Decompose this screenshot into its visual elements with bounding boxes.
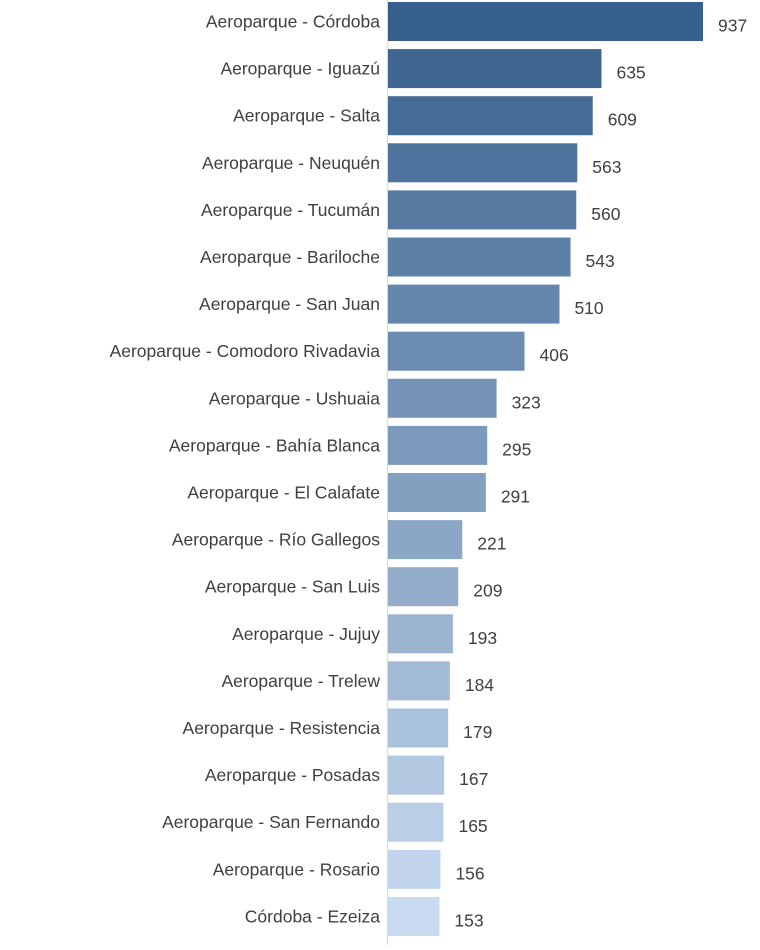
value-label: 543 — [586, 251, 615, 271]
category-label: Aeroparque - San Juan — [199, 294, 380, 314]
category-label: Aeroparque - Córdoba — [206, 12, 380, 32]
bar — [388, 331, 525, 371]
bar — [388, 849, 441, 889]
value-label: 221 — [477, 534, 506, 554]
value-label: 193 — [468, 628, 497, 648]
value-label: 937 — [718, 16, 747, 36]
value-label: 560 — [591, 204, 620, 224]
bar — [388, 661, 450, 701]
bar — [388, 2, 703, 41]
category-label: Aeroparque - Salta — [233, 106, 380, 126]
value-label: 179 — [463, 722, 492, 742]
bar — [388, 425, 488, 465]
value-label: 323 — [512, 392, 541, 412]
bar — [388, 190, 577, 230]
value-label: 153 — [454, 910, 483, 930]
bar — [388, 237, 571, 277]
category-label: Aeroparque - Neuquén — [202, 153, 380, 173]
value-label: 295 — [502, 439, 531, 459]
category-label: Aeroparque - Rosario — [213, 859, 380, 879]
value-label: 510 — [574, 298, 603, 318]
category-label: Aeroparque - Bahía Blanca — [169, 435, 380, 455]
bar — [388, 284, 560, 324]
bars — [388, 2, 703, 936]
value-label: 291 — [501, 487, 530, 507]
value-label: 184 — [465, 675, 494, 695]
bar — [388, 708, 449, 748]
value-label: 167 — [459, 769, 488, 789]
value-label: 609 — [608, 110, 637, 130]
bar — [388, 96, 593, 136]
category-labels: Aeroparque - Córdoba Aeroparque - Iguazú A… — [110, 12, 381, 927]
bar — [388, 755, 445, 795]
category-label: Aeroparque - Comodoro Rivadavia — [110, 341, 381, 361]
category-label: Aeroparque - Ushuaia — [209, 388, 380, 408]
category-label: Aeroparque - Bariloche — [200, 247, 380, 267]
category-label: Aeroparque - San Fernando — [162, 812, 380, 832]
bar — [388, 567, 459, 607]
value-label: 635 — [616, 63, 645, 83]
bar — [388, 143, 578, 183]
category-label: Aeroparque - Trelew — [221, 671, 380, 691]
category-label: Aeroparque - San Luis — [205, 577, 380, 597]
bar — [388, 49, 602, 89]
category-label: Córdoba - Ezeiza — [245, 906, 380, 926]
category-label: Aeroparque - Posadas — [205, 765, 380, 785]
category-label: Aeroparque - Jujuy — [232, 624, 380, 644]
category-label: Aeroparque - Tucumán — [201, 200, 380, 220]
value-label: 406 — [539, 345, 568, 365]
value-labels: 937 635 609 563 560 543 510 406 323 295 291 221 209 1… — [454, 16, 747, 931]
bar — [388, 802, 444, 842]
bar — [388, 520, 463, 560]
category-label: Aeroparque - Resistencia — [183, 718, 381, 738]
bar — [388, 614, 453, 654]
category-label: Aeroparque - Río Gallegos — [172, 530, 380, 550]
bar — [388, 378, 497, 418]
value-label: 209 — [473, 581, 502, 601]
bar — [388, 473, 486, 512]
category-label: Aeroparque - Iguazú — [220, 59, 380, 79]
value-label: 563 — [592, 157, 621, 177]
category-label: Aeroparque - El Calafate — [187, 483, 380, 503]
value-label: 165 — [458, 816, 487, 836]
value-label: 156 — [455, 863, 484, 883]
bar — [388, 896, 440, 936]
